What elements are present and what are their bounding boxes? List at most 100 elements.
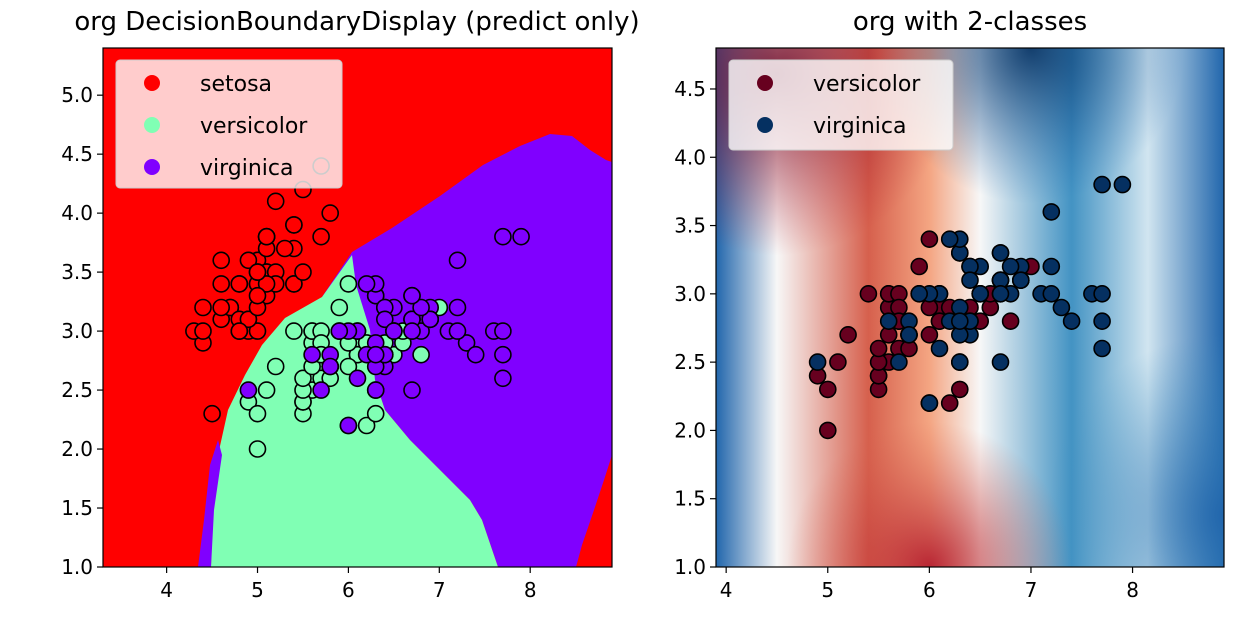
scatter-point-virginica [494, 322, 512, 340]
scatter-point-versicolor [285, 322, 303, 340]
scatter-point-virginica [448, 251, 467, 270]
scatter-point-setosa [248, 263, 267, 281]
legend-marker-virginica [757, 117, 773, 133]
chart-panel-predict: org DecisionBoundaryDisplay (predict onl… [61, 7, 639, 602]
scatter-point-setosa [257, 275, 276, 293]
chart-title-1: org DecisionBoundaryDisplay (predict onl… [74, 7, 639, 37]
scatter-point-virginica [403, 322, 421, 340]
scatter-point-setosa [285, 275, 303, 293]
scatter-point-versicolor [839, 325, 857, 344]
scatter-point-virginica [1093, 284, 1111, 303]
y-tick-label: 4.0 [61, 201, 93, 225]
scatter-point-virginica [366, 345, 385, 364]
scatter-point-virginica [961, 271, 979, 290]
scatter-point-virginica [375, 310, 394, 329]
scatter-point-setosa [248, 286, 267, 305]
scatter-point-setosa [212, 298, 230, 317]
legend-box [115, 59, 343, 189]
y-tick-label: 4.0 [674, 145, 706, 169]
scatter-point-setosa [194, 298, 212, 317]
y-tick-label: 3.5 [674, 214, 706, 238]
legend-label-versicolor: versicolor [200, 114, 308, 139]
scatter-point-virginica [900, 325, 918, 344]
chart-panel-2class: org with 2-classes 4 5 6 7 8 1.0 1.5 2.0 2.5 3.0… [674, 7, 1225, 602]
scatter-point-virginica [312, 381, 330, 399]
scatter-point-setosa [203, 404, 221, 423]
scatter-point-virginica [385, 322, 403, 340]
scatter-point-virginica [1042, 257, 1061, 276]
legend-1: setosa versicolor virginica [115, 59, 343, 189]
scatter-point-setosa [266, 192, 285, 211]
scatter-point-setosa [194, 322, 212, 340]
scatter-points-2 [808, 175, 1132, 440]
y-tick-label: 1.5 [674, 487, 706, 511]
scatter-point-versicolor [257, 381, 276, 399]
legend-label-setosa: setosa [200, 72, 272, 97]
scatter-points-1 [185, 157, 530, 458]
x-tick-label: 5 [251, 578, 264, 602]
legend-label-virginica: virginica [200, 156, 294, 181]
scatter-point-setosa [230, 275, 249, 293]
scatter-point-versicolor [357, 416, 376, 435]
scatter-point-virginica [339, 416, 358, 435]
legend-label-versicolor: versicolor [813, 72, 921, 97]
scatter-point-setosa [239, 251, 258, 270]
scatter-point-virginica [991, 244, 1010, 262]
y-tick-label: 2.0 [61, 437, 93, 461]
scatter-point-virginica [950, 353, 969, 371]
scatter-point-virginica [971, 284, 990, 303]
scatter-point-setosa [212, 251, 230, 270]
scatter-point-virginica [930, 339, 949, 358]
scatter-point-virginica [448, 322, 467, 340]
scatter-point-versicolor [940, 394, 959, 412]
y-tick-label: 1.0 [61, 555, 93, 579]
legend-marker-virginica [144, 159, 160, 175]
scatter-point-setosa [257, 227, 276, 246]
scatter-point-versicolor [950, 380, 969, 399]
chart-title-2: org with 2-classes [853, 7, 1087, 37]
scatter-point-virginica [494, 227, 512, 246]
x-tick-label: 5 [821, 578, 834, 602]
scatter-point-virginica [466, 345, 485, 364]
scatter-point-virginica [808, 353, 827, 371]
scatter-point-virginica [1093, 339, 1111, 358]
scatter-point-virginica [950, 312, 969, 331]
scatter-point-versicolor [920, 230, 939, 248]
scatter-point-virginica [1093, 175, 1111, 194]
legend-box [728, 59, 954, 151]
scatter-point-virginica [991, 353, 1010, 371]
x-tick-label: 8 [524, 578, 537, 602]
y-tick-label: 5.0 [61, 83, 93, 107]
scatter-point-versicolor [294, 369, 312, 388]
scatter-point-virginica [412, 298, 430, 317]
scatter-point-virginica [421, 310, 440, 329]
scatter-point-virginica [1042, 203, 1061, 221]
scatter-point-versicolor [869, 339, 888, 358]
scatter-point-virginica [303, 345, 321, 364]
scatter-point-virginica [1052, 298, 1071, 317]
x-tick-label: 7 [433, 578, 446, 602]
legend-label-virginica: virginica [813, 114, 907, 139]
scatter-point-virginica [321, 357, 340, 376]
scatter-point-virginica [1011, 271, 1030, 290]
x-tick-label: 4 [160, 578, 173, 602]
legend-marker-versicolor [757, 75, 773, 91]
scatter-point-virginica [494, 369, 512, 388]
x-tick-label: 6 [342, 578, 355, 602]
y-axis-1: 1.0 1.5 2.0 2.5 3.0 3.5 4.0 4.5 5.0 [61, 83, 103, 579]
scatter-point-setosa [248, 322, 267, 340]
scatter-point-setosa [294, 263, 312, 281]
scatter-point-virginica [920, 394, 939, 412]
scatter-point-virginica [910, 284, 929, 303]
y-tick-label: 1.0 [674, 555, 706, 579]
y-tick-label: 2.0 [674, 418, 706, 442]
y-tick-label: 2.5 [674, 350, 706, 374]
region-versicolor [211, 255, 498, 567]
y-tick-label: 2.5 [61, 378, 93, 402]
scatter-point-versicolor [266, 357, 285, 376]
x-tick-label: 7 [1025, 578, 1038, 602]
scatter-point-virginica [1062, 312, 1081, 331]
x-tick-label: 8 [1126, 578, 1139, 602]
scatter-point-virginica [1113, 175, 1132, 194]
scatter-point-virginica [448, 298, 467, 317]
